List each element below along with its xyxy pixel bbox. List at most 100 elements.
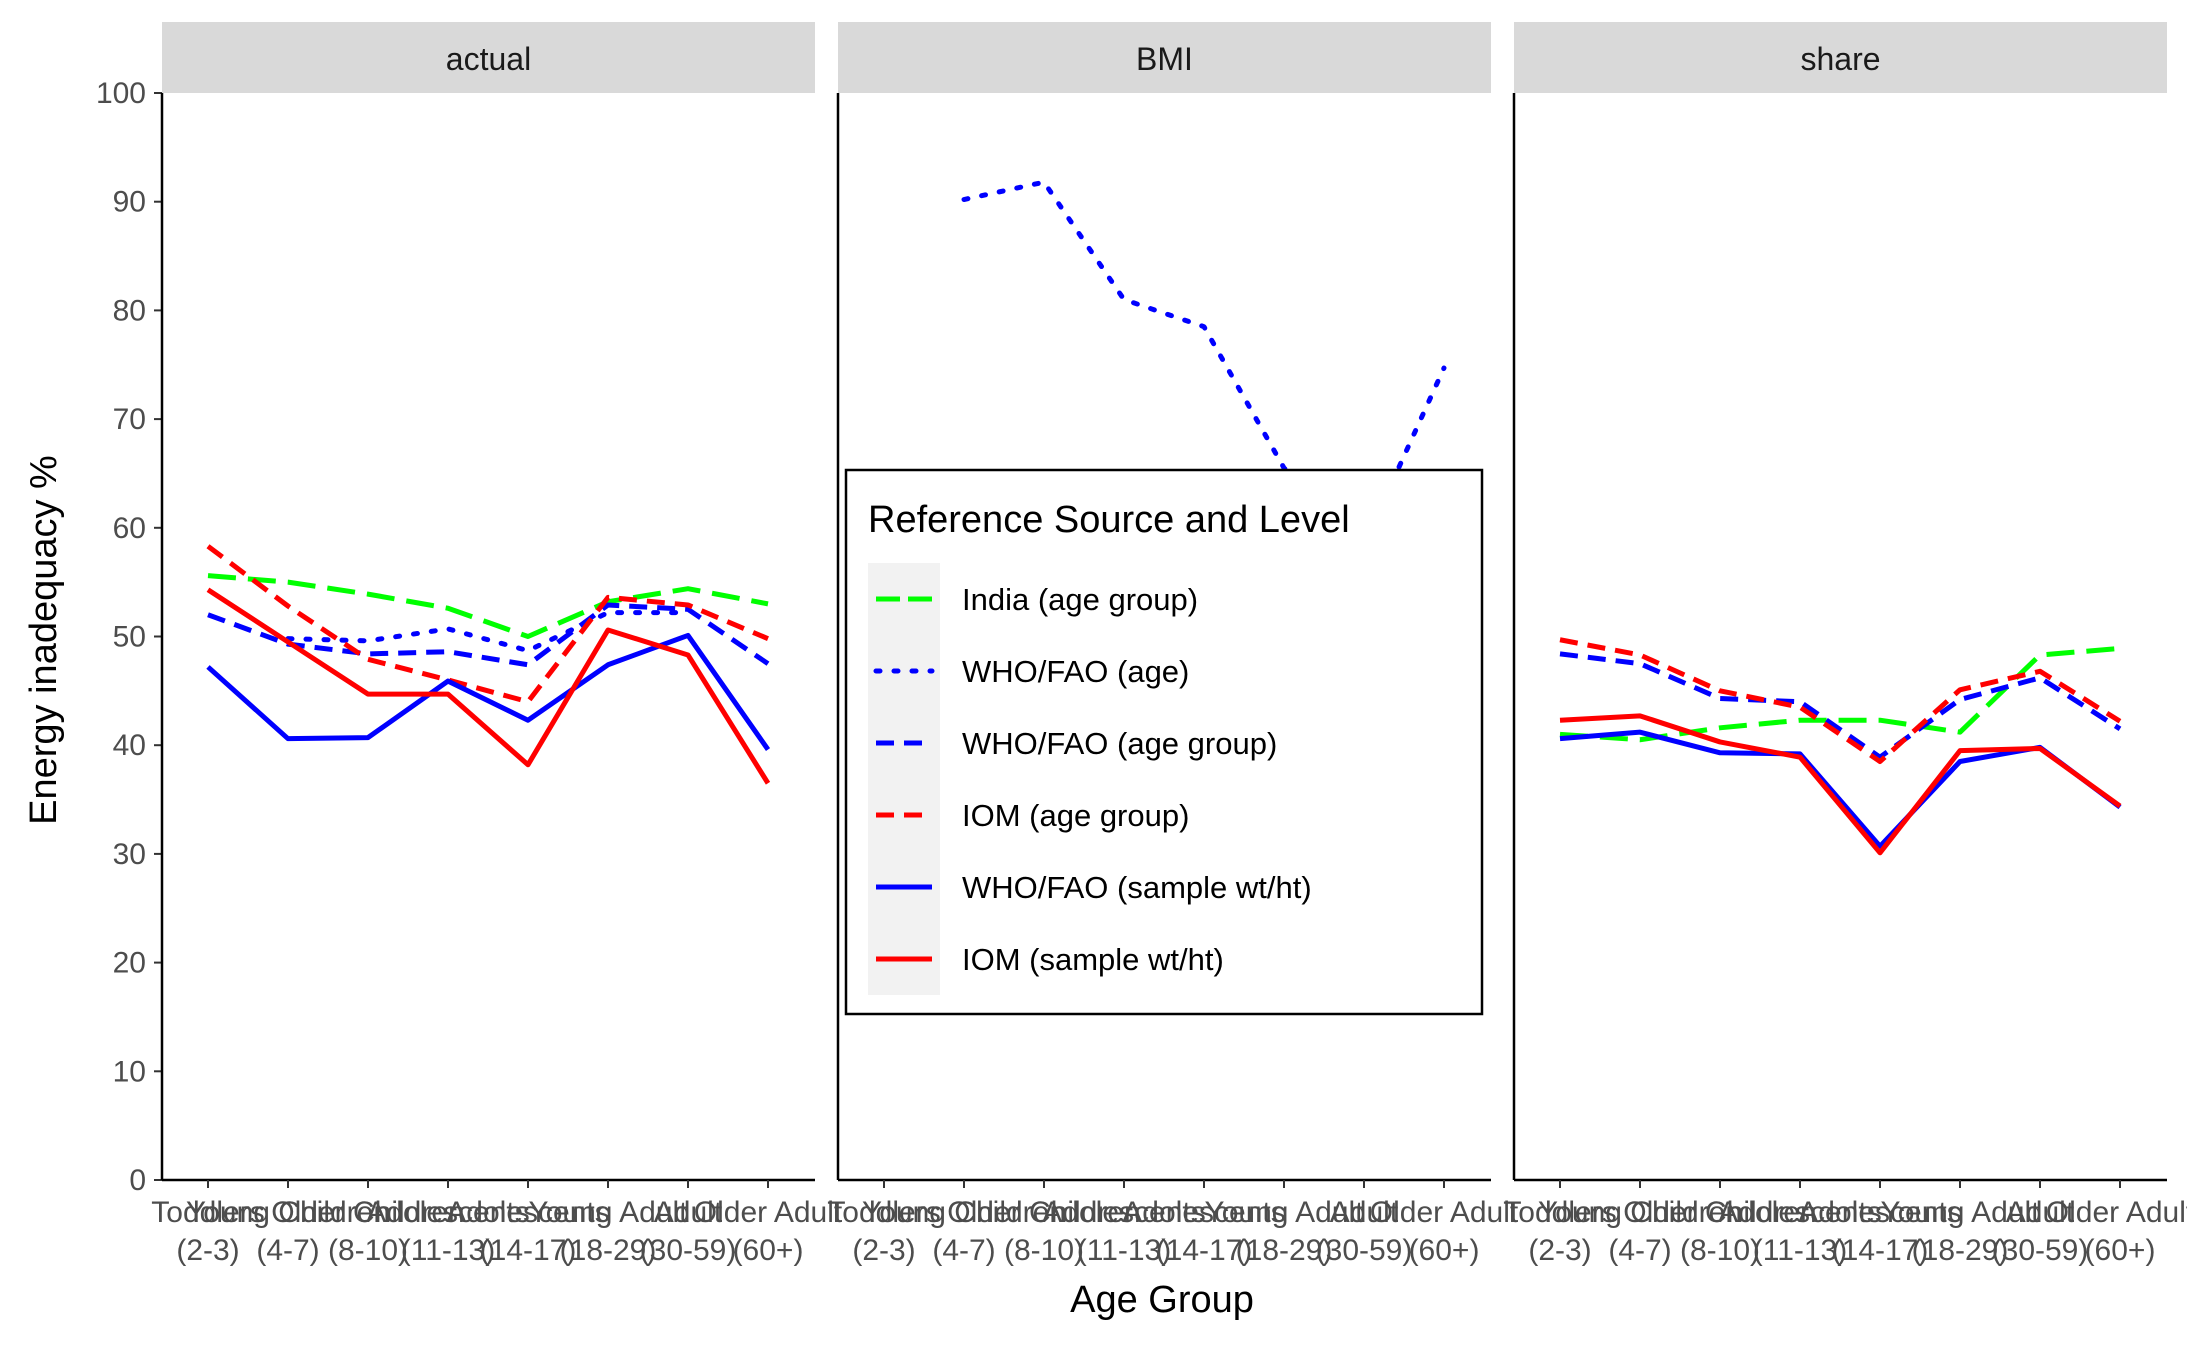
x-tick-label: Young Children [186, 1196, 390, 1229]
series-iom-age-group [206, 544, 769, 705]
x-tick-label: (2-3) [176, 1234, 239, 1267]
x-tick-label: (60+) [1409, 1234, 1480, 1267]
series-line [206, 544, 769, 705]
y-tick-label: 0 [129, 1164, 146, 1197]
x-tick-label: (14-17) [1832, 1234, 1929, 1267]
x-tick-label: (4-7) [1608, 1234, 1671, 1267]
series-iom-age-group [1559, 637, 2122, 765]
legend: Reference Source and Level India (age gro… [844, 468, 1484, 1016]
x-tick-label: Adolescents [1718, 1196, 1881, 1229]
y-tick-label: 40 [113, 729, 146, 762]
x-tick-label: Adult [1330, 1196, 1399, 1229]
strip-background [1514, 22, 2167, 93]
y-tick-label: 20 [113, 947, 146, 980]
x-tick-label: Older Children [947, 1196, 1140, 1229]
series-line [1559, 645, 2121, 743]
x-tick-label: (11-13) [1077, 1234, 1171, 1267]
x-tick-label: (30-59) [1316, 1234, 1413, 1267]
x-tick-label: (8-10) [1680, 1234, 1760, 1267]
legend-label: WHO/FAO (sample wt/ht) [962, 870, 1312, 905]
x-tick-label: Toddlers [1503, 1196, 1616, 1229]
x-tick-label: (30-59) [640, 1234, 737, 1267]
series-line [206, 587, 771, 785]
y-axis-title: Energy inadequacy % [23, 455, 65, 825]
series-iom-sample-wt-ht [1559, 713, 2122, 856]
series-who-fao-age [285, 610, 691, 654]
series-line [207, 602, 770, 668]
strip-label: share [1800, 41, 1880, 77]
x-tick-label: Young Children [1538, 1196, 1742, 1229]
x-axis-title: Age Group [1070, 1279, 1254, 1321]
x-tick-label: (14-17) [1156, 1234, 1253, 1267]
x-tick-label: Older Adult [694, 1196, 843, 1229]
series-who-fao-sample-wt-ht [206, 632, 771, 751]
x-tick-label: (11-13) [401, 1234, 495, 1267]
y-axis: 0 10 20 30 40 50 60 70 80 90 100 [96, 77, 162, 1197]
series-india-age-group [1559, 645, 2121, 743]
x-tick-label: (18-29) [560, 1234, 657, 1267]
x-tick-label: (18-29) [1236, 1234, 1333, 1267]
x-tick-label: Young Children [862, 1196, 1066, 1229]
legend-label: India (age group) [962, 582, 1198, 617]
x-tick-label: Young Adult [1204, 1196, 1364, 1229]
x-tick-label: Adolescents [1798, 1196, 1961, 1229]
x-tick-label: Toddlers [827, 1196, 940, 1229]
x-tick-label: (2-3) [852, 1234, 915, 1267]
series-line [207, 573, 769, 639]
panel-share: share Toddlers (2-3) Young Children (4-7) Old… [1503, 22, 2187, 1267]
series-line [285, 610, 691, 654]
x-tick-label: (4-7) [256, 1234, 319, 1267]
panel-BMI: BMI Toddlers (2-3) Young Children (4-7) Older… [827, 22, 1519, 1267]
legend-box [844, 468, 1484, 1016]
series-line [1559, 651, 2122, 760]
x-tick-label: Older Children [1623, 1196, 1816, 1229]
y-tick-label: 60 [113, 512, 146, 545]
x-tick-label: Older Adult [2046, 1196, 2187, 1229]
strip-label: BMI [1136, 41, 1193, 77]
x-tick-label: Adolescents [1042, 1196, 1205, 1229]
x-tick-label: Young Adult [1880, 1196, 2040, 1229]
x-tick-label: Adult [654, 1196, 723, 1229]
series-line [206, 632, 771, 751]
x-tick-label: Adolescents [1122, 1196, 1285, 1229]
x-tick-label: Older Children [271, 1196, 464, 1229]
y-tick-label: 30 [113, 838, 146, 871]
legend-label: WHO/FAO (age) [962, 654, 1189, 689]
y-tick-label: 70 [113, 403, 146, 436]
x-tick-label: Toddlers [151, 1196, 264, 1229]
x-tick-label: (4-7) [932, 1234, 995, 1267]
legend-label: IOM (age group) [962, 798, 1189, 833]
legend-title: Reference Source and Level [868, 499, 1350, 541]
series-india-age-group [207, 573, 769, 639]
legend-key-background [868, 563, 940, 995]
y-tick-label: 90 [113, 186, 146, 219]
series-who-fao-age-group [1559, 651, 2122, 760]
y-tick-label: 80 [113, 294, 146, 327]
legend-label: IOM (sample wt/ht) [962, 942, 1224, 977]
y-tick-label: 50 [113, 621, 146, 654]
y-tick-label: 100 [96, 77, 146, 110]
x-tick-label: (2-3) [1528, 1234, 1591, 1267]
panel-actual: actual Toddlers (2-3) Young Children (4-7) Ol… [151, 22, 843, 1267]
x-tick-label: (60+) [733, 1234, 804, 1267]
x-tick-label: (11-13) [1753, 1234, 1847, 1267]
series-line [1559, 637, 2122, 765]
x-tick-label: (18-29) [1912, 1234, 2009, 1267]
series-who-fao-age-group [207, 602, 770, 668]
legend-label: WHO/FAO (age group) [962, 726, 1277, 761]
series-line [1559, 713, 2122, 856]
series-iom-sample-wt-ht [206, 587, 771, 785]
x-tick-label: Adolescents [446, 1196, 609, 1229]
x-tick-label: (14-17) [480, 1234, 577, 1267]
x-tick-label: (8-10) [328, 1234, 408, 1267]
x-tick-label: Young Adult [528, 1196, 688, 1229]
strip-background [838, 22, 1491, 93]
x-tick-label: (30-59) [1992, 1234, 2089, 1267]
x-tick-label: Adolescents [366, 1196, 529, 1229]
strip-label: actual [446, 41, 531, 77]
x-tick-label: Older Adult [1370, 1196, 1519, 1229]
x-tick-label: Adult [2006, 1196, 2075, 1229]
strip-background [162, 22, 815, 93]
